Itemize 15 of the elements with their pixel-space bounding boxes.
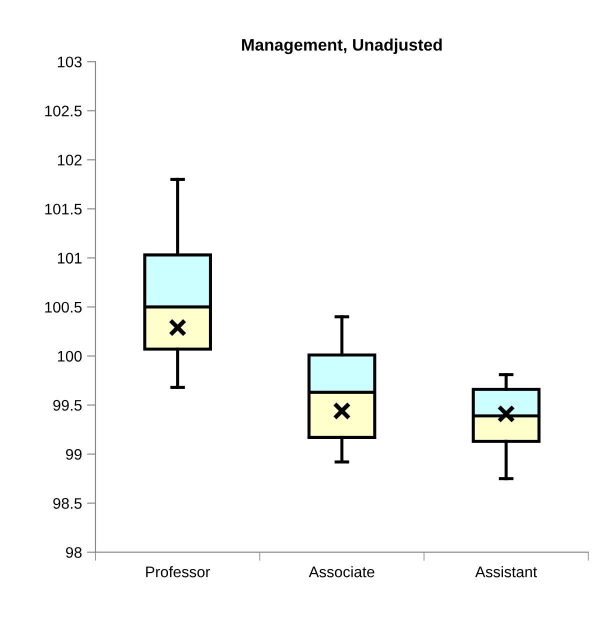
y-tick-label: 100.5 <box>45 302 82 313</box>
x-tick-label: Associate <box>308 566 374 578</box>
y-tick-label: 100 <box>58 350 82 362</box>
y-tick-label: 102.5 <box>45 106 82 116</box>
x-tick-label: Professor <box>146 566 210 578</box>
y-tick-label: 99.5 <box>53 400 82 411</box>
x-tick-label: Assistant <box>475 566 538 578</box>
chart-title: Management, Unadjusted <box>242 38 442 54</box>
y-tick-label: 101 <box>58 252 82 264</box>
y-tick-label: 102 <box>58 154 82 166</box>
y-tick-label: 98.5 <box>53 498 82 509</box>
y-tick-label: 103 <box>58 56 82 68</box>
y-tick-label: 101.5 <box>45 204 82 215</box>
y-tick-label: 99 <box>66 448 82 460</box>
y-tick-label: 98 <box>66 547 82 558</box>
